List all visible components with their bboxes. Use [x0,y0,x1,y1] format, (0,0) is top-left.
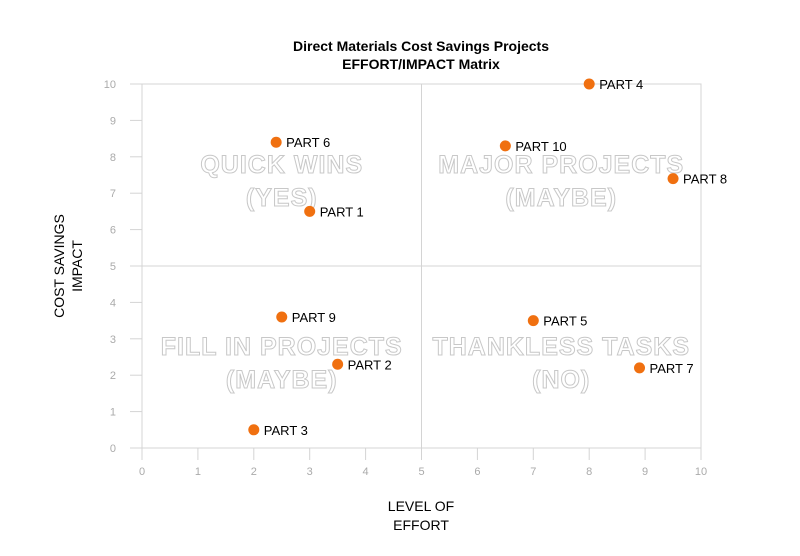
data-point [634,362,646,374]
chart-subtitle: EFFORT/IMPACT Matrix [342,56,500,72]
data-point [304,205,316,217]
y-tick-label: 0 [110,443,116,455]
data-point-label: PART 6 [286,135,330,150]
x-tick-label: 3 [307,466,313,478]
y-axis-label-line1: COST SAVINGS [51,214,67,318]
data-point [248,424,260,436]
quadrant-label: (YES) [246,184,318,212]
data-point [276,311,288,323]
data-point-label: PART 1 [320,204,364,219]
x-tick-label: 10 [695,466,707,478]
data-point [270,136,282,148]
y-tick-label: 1 [110,407,116,419]
x-axis-label-line2: EFFORT [393,517,449,533]
y-axis-label-line2: IMPACT [69,240,85,292]
y-tick-label: 5 [110,261,116,273]
y-tick-label: 9 [110,115,116,127]
y-tick-label: 4 [110,297,116,309]
y-tick-label: 7 [110,188,116,200]
data-point-label: PART 5 [543,314,587,329]
data-point-label: PART 3 [264,423,308,438]
data-point-label: PART 10 [515,139,566,154]
data-point-label: PART 8 [683,172,727,187]
y-tick-label: 3 [110,334,116,346]
x-tick-label: 9 [642,466,648,478]
x-tick-label: 2 [251,466,257,478]
data-point-label: PART 7 [650,361,694,376]
data-point-label: PART 9 [292,310,336,325]
quadrant-label: MAJOR PROJECTS [438,151,684,179]
data-point [583,78,595,90]
y-tick-label: 10 [104,79,116,91]
y-tick-label: 6 [110,225,116,237]
data-point [667,173,679,185]
y-tick-label: 2 [110,370,116,382]
data-point-label: PART 4 [599,77,643,92]
x-tick-label: 4 [363,466,369,478]
quadrant-label: (MAYBE) [226,366,338,394]
y-tick-label: 8 [110,152,116,164]
quadrant-label: (NO) [532,366,590,394]
x-tick-label: 1 [195,466,201,478]
quadrant-label: FILL IN PROJECTS [161,333,403,361]
data-point [527,315,539,327]
x-axis-label-line1: LEVEL OF [388,498,454,514]
data-point-label: PART 2 [348,357,392,372]
quadrant-label: (MAYBE) [505,184,617,212]
chart-title: Direct Materials Cost Savings Projects [293,38,549,54]
x-tick-label: 8 [586,466,592,478]
x-tick-label: 0 [139,466,145,478]
data-point [499,140,511,152]
x-tick-label: 5 [418,466,424,478]
data-point [332,358,344,370]
x-tick-label: 6 [474,466,480,478]
quadrant-label: QUICK WINS [200,151,363,179]
x-tick-label: 7 [530,466,536,478]
quadrant-label: THANKLESS TASKS [432,333,690,361]
